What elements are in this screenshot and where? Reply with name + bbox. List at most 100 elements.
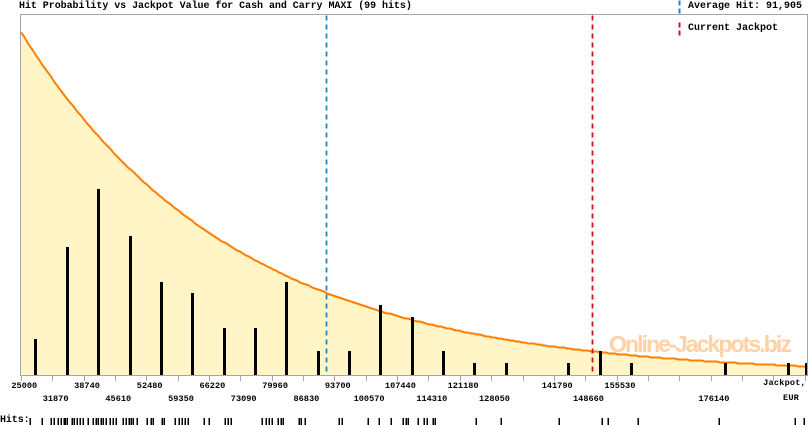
hit-count-bar bbox=[97, 189, 100, 376]
hit-rug-mark bbox=[227, 418, 229, 425]
watermark-text: Online-Jackpots.biz bbox=[609, 331, 792, 357]
hit-rug-mark bbox=[607, 418, 609, 425]
x-axis-title-line2: EUR bbox=[782, 392, 800, 403]
hit-count-bar bbox=[348, 351, 351, 376]
hit-rug-mark bbox=[87, 418, 89, 425]
hit-rug-mark bbox=[181, 418, 183, 425]
hit-rug-mark bbox=[174, 418, 176, 425]
hit-rug-mark bbox=[64, 418, 66, 425]
hit-rug-mark bbox=[500, 418, 502, 425]
x-tick-label-114310: 114310 bbox=[416, 394, 448, 404]
hit-rug-mark bbox=[82, 418, 84, 425]
hit-rug-mark bbox=[128, 418, 130, 425]
legend-current-jackpot-label: Current Jackpot bbox=[688, 23, 779, 34]
legend-average-hit-label: Average Hit: 91,905 bbox=[688, 1, 803, 12]
hit-rug-mark bbox=[79, 418, 81, 425]
hit-rug-mark bbox=[100, 418, 102, 425]
hit-count-bar bbox=[317, 351, 320, 376]
hit-rug-mark bbox=[150, 418, 152, 425]
hit-rug-mark bbox=[230, 418, 232, 425]
hit-rug-mark bbox=[637, 418, 639, 425]
hit-rug-mark bbox=[304, 418, 306, 425]
x-tick-label-128050: 128050 bbox=[479, 394, 510, 404]
hit-rug-mark bbox=[92, 418, 94, 425]
x-tick-label-45610: 45610 bbox=[105, 394, 132, 404]
hit-rug-mark bbox=[277, 418, 279, 425]
hit-rug-mark bbox=[136, 418, 138, 425]
hit-rug-mark bbox=[718, 418, 720, 425]
hit-rug-mark bbox=[163, 418, 165, 425]
hit-rug-mark bbox=[97, 418, 99, 425]
x-tick-label-148660: 148660 bbox=[573, 394, 604, 404]
hit-count-bar bbox=[160, 282, 163, 376]
hit-rug-mark bbox=[475, 418, 477, 425]
hit-rug-mark bbox=[601, 418, 603, 425]
hit-rug-mark bbox=[53, 418, 55, 425]
hit-count-bar bbox=[34, 339, 37, 376]
hit-rug-mark bbox=[60, 418, 62, 425]
hits-axis-label: Hits: bbox=[0, 415, 30, 425]
hit-count-bar bbox=[442, 351, 445, 376]
hit-rug-mark bbox=[224, 418, 226, 425]
hit-rug-mark bbox=[29, 418, 31, 425]
hit-count-bar bbox=[630, 363, 633, 376]
x-tick-label-155530: 155530 bbox=[604, 381, 636, 391]
hit-rug-mark bbox=[161, 418, 163, 425]
x-axis-title-line1: Jackpot, bbox=[763, 378, 806, 388]
hit-rug-mark bbox=[298, 418, 300, 425]
hit-rug-mark bbox=[407, 418, 409, 425]
hit-rug-mark bbox=[271, 418, 273, 425]
hit-rug-mark bbox=[184, 418, 186, 425]
hit-count-bar bbox=[191, 293, 194, 376]
hit-rug-mark bbox=[178, 418, 180, 425]
hit-rug-mark bbox=[57, 418, 59, 425]
hit-rug-mark bbox=[102, 418, 104, 425]
hit-rug-mark bbox=[405, 418, 407, 425]
x-tick-label-38740: 38740 bbox=[74, 381, 100, 391]
x-tick-label-100570: 100570 bbox=[353, 394, 385, 404]
plot-border bbox=[20, 14, 808, 376]
hit-count-bar bbox=[223, 328, 226, 376]
hit-rug-mark bbox=[187, 418, 189, 425]
hit-rug-mark bbox=[265, 418, 267, 425]
x-tick-label-79960: 79960 bbox=[262, 381, 288, 391]
x-tick-label-25000: 25000 bbox=[11, 381, 38, 391]
hit-rug-mark bbox=[423, 418, 425, 425]
hit-count-bar bbox=[411, 317, 414, 376]
hit-count-bar bbox=[254, 328, 257, 376]
hit-rug-mark bbox=[268, 418, 270, 425]
hit-rug-mark bbox=[71, 418, 73, 425]
hit-count-bar bbox=[66, 247, 69, 376]
hit-count-bar bbox=[379, 305, 382, 376]
hit-rug-mark bbox=[109, 418, 111, 425]
hit-rug-mark bbox=[558, 418, 560, 425]
hit-rug-mark bbox=[132, 418, 134, 425]
hit-count-bar bbox=[505, 363, 508, 376]
hit-count-bar bbox=[805, 363, 808, 376]
hit-rug-mark bbox=[794, 418, 796, 425]
hit-count-bar bbox=[724, 363, 727, 376]
x-tick-label-52480: 52480 bbox=[136, 381, 163, 391]
hit-rug-mark bbox=[130, 418, 132, 425]
x-tick-label-107440: 107440 bbox=[384, 381, 416, 391]
hit-count-bar bbox=[567, 363, 570, 376]
hit-rug-mark bbox=[432, 418, 434, 425]
x-tick-label-176140: 176140 bbox=[698, 394, 730, 404]
hit-rug-mark bbox=[115, 418, 117, 425]
x-tick-label-59350: 59350 bbox=[168, 394, 194, 404]
hit-rug-mark bbox=[112, 418, 114, 425]
hit-rug-mark bbox=[434, 418, 436, 425]
hit-rug-mark bbox=[105, 418, 107, 425]
x-tick-label-86830: 86830 bbox=[293, 394, 320, 404]
x-tick-label-31870: 31870 bbox=[42, 394, 69, 404]
hit-rug-mark bbox=[367, 418, 369, 425]
x-tick-label-73090: 73090 bbox=[230, 394, 257, 404]
hit-rug-mark bbox=[95, 418, 97, 425]
hit-count-bar bbox=[473, 363, 476, 376]
hit-rug-mark bbox=[390, 418, 392, 425]
hit-rug-mark bbox=[41, 418, 43, 425]
hit-rug-mark bbox=[125, 418, 127, 425]
hit-count-bar bbox=[285, 282, 288, 376]
x-tick-label-141790: 141790 bbox=[541, 381, 573, 391]
